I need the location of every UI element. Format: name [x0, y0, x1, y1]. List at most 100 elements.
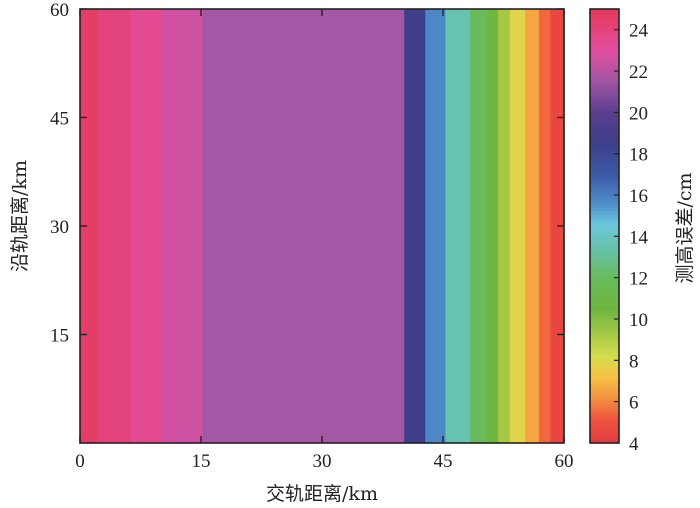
- colorbar-segment: [590, 421, 619, 425]
- x-tick-label: 45: [434, 451, 453, 472]
- heatmap-band: [162, 9, 204, 443]
- heatmap-band: [538, 9, 551, 443]
- colorbar-tick-label: 12: [629, 269, 648, 290]
- heatmap-band: [486, 9, 499, 443]
- colorbar-segment: [590, 154, 619, 159]
- colorbar-segment: [590, 334, 619, 339]
- colorbar-segment: [590, 235, 619, 239]
- colorbar-tick-label: 10: [629, 310, 648, 331]
- colorbar-segment: [590, 337, 619, 342]
- colorbar-segment: [590, 148, 619, 153]
- x-tick-label: 30: [313, 451, 332, 472]
- colorbar-segment: [590, 424, 619, 428]
- colorbar-segment: [590, 120, 619, 125]
- colorbar-segment: [590, 303, 619, 308]
- heatmap-band: [509, 9, 526, 443]
- colorbar-segment: [590, 77, 619, 81]
- colorbar-segment: [590, 393, 619, 397]
- colorbar-segment: [590, 269, 619, 273]
- colorbar-segment: [590, 80, 619, 84]
- colorbar-segment: [590, 46, 619, 50]
- colorbar-segment: [590, 390, 619, 394]
- colorbar-segment: [590, 30, 619, 35]
- colorbar-segment: [590, 222, 619, 227]
- colorbar-segment: [590, 415, 619, 419]
- colorbar-segment: [590, 102, 619, 106]
- colorbar-segment: [590, 71, 619, 75]
- colorbar-segment: [590, 21, 619, 25]
- colorbar-segment: [590, 244, 619, 249]
- heatmap-band: [525, 9, 540, 443]
- colorbar-segment: [590, 95, 619, 100]
- colorbar-segment: [590, 15, 619, 19]
- colorbar-segment: [590, 219, 619, 224]
- colorbar-segment: [590, 266, 619, 270]
- colorbar-segment: [590, 210, 619, 215]
- colorbar-segment: [590, 136, 619, 140]
- colorbar-segment: [590, 263, 619, 267]
- colorbar-segment: [590, 226, 619, 230]
- colorbar-segment: [590, 350, 619, 354]
- heatmap-band: [470, 9, 488, 443]
- colorbar-segment: [590, 381, 619, 385]
- colorbar-segment: [590, 49, 619, 53]
- heatmap-plot-area: [80, 9, 565, 443]
- colorbar-segment: [590, 275, 619, 280]
- colorbar-segment: [590, 83, 619, 87]
- colorbar-tick-label: 20: [629, 103, 648, 124]
- colorbar-segment: [590, 129, 619, 134]
- colorbar-segment: [590, 182, 619, 187]
- colorbar-segment: [590, 111, 619, 115]
- colorbar-segment: [590, 232, 619, 236]
- colorbar-segment: [590, 325, 619, 329]
- colorbar-tick-label: 8: [629, 351, 639, 372]
- colorbar-segment: [590, 61, 619, 66]
- colorbar-segment: [590, 157, 619, 162]
- colorbar-segment: [590, 399, 619, 404]
- colorbar-tick-label: 18: [629, 145, 648, 166]
- colorbar-segment: [590, 272, 619, 277]
- colorbar-segment: [590, 340, 619, 345]
- y-axis-label: 沿轨距离/km: [9, 160, 31, 272]
- colorbar-segment: [590, 412, 619, 416]
- colorbar-segment: [590, 18, 619, 22]
- x-axis: 0 15 30 45 60: [75, 9, 574, 472]
- colorbar-segment: [590, 433, 619, 438]
- colorbar-tick-label: 16: [629, 186, 648, 207]
- colorbar-segment: [590, 89, 619, 94]
- colorbar-segment: [590, 108, 619, 112]
- colorbar-segment: [590, 160, 619, 165]
- colorbar-segment: [590, 142, 619, 146]
- colorbar-label: 测高误差/cm: [674, 172, 696, 283]
- colorbar-segment: [590, 418, 619, 422]
- colorbar-tick-label: 22: [629, 62, 648, 83]
- y-axis: 15 30 45 60: [50, 0, 564, 347]
- colorbar-segment: [590, 365, 619, 370]
- colorbar-segment: [590, 216, 619, 221]
- colorbar-segment: [590, 40, 619, 44]
- colorbar-segment: [590, 247, 619, 252]
- colorbar-segment: [590, 294, 619, 298]
- heatmap-band: [404, 9, 426, 443]
- colorbar-segment: [590, 24, 619, 29]
- colorbar-segment: [590, 139, 619, 143]
- colorbar-tick-label: 24: [629, 21, 649, 42]
- y-tick-label: 45: [50, 109, 69, 130]
- colorbar-segment: [590, 164, 619, 168]
- colorbar-segment: [590, 288, 619, 292]
- colorbar-segment: [590, 179, 619, 184]
- x-axis-label: 交轨距离/km: [266, 483, 378, 505]
- colorbar-segment: [590, 374, 619, 379]
- colorbar-segment: [590, 86, 619, 91]
- colorbar-segment: [590, 371, 619, 376]
- colorbar-segment: [590, 204, 619, 208]
- heatmap-band: [497, 9, 511, 443]
- colorbar-segment: [590, 241, 619, 246]
- colorbar-segment: [590, 167, 619, 171]
- colorbar-segment: [590, 291, 619, 295]
- colorbar-segment: [590, 368, 619, 373]
- y-tick-label: 15: [50, 326, 69, 347]
- colorbar: [590, 9, 619, 444]
- colorbar-segment: [590, 312, 619, 317]
